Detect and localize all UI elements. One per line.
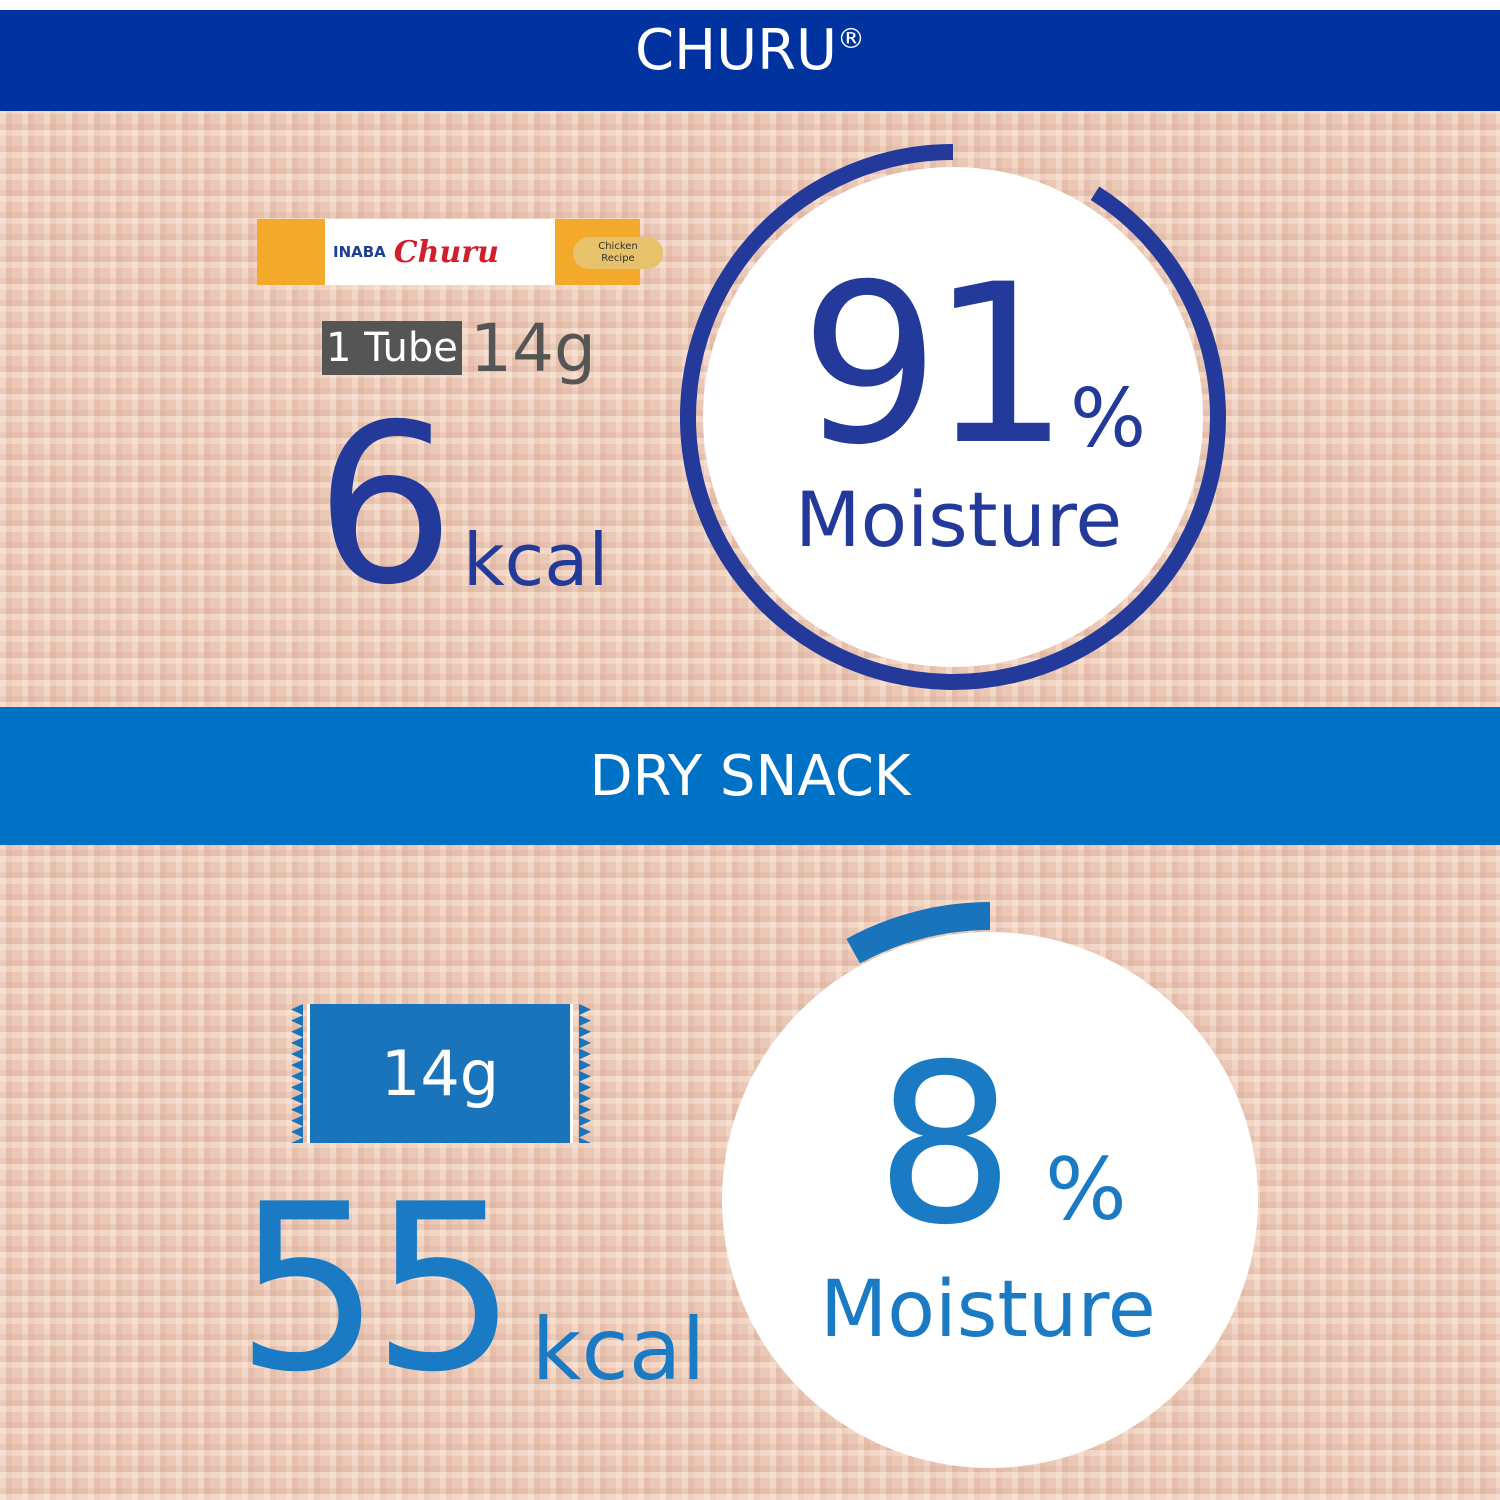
dry-snack-header-band: DRY SNACK — [0, 707, 1500, 845]
top-border — [0, 0, 1500, 10]
churu-calories: 6 kcal — [315, 377, 609, 633]
churu-logo: Churu — [393, 234, 499, 270]
dry-moisture-circle — [722, 932, 1258, 1468]
flavor-badge: Chicken Recipe — [573, 237, 663, 269]
dry-snack-calories-unit: kcal — [531, 1300, 706, 1400]
churu-weight: 14g — [470, 310, 596, 387]
churu-moisture-value: 91 — [800, 237, 1070, 493]
dry-snack-moisture-label: Moisture — [820, 1265, 1156, 1355]
churu-moisture-circle — [703, 167, 1203, 667]
churu-header-band: CHURU ® — [0, 10, 1500, 111]
dry-snack-moisture: 8 % — [875, 1017, 1127, 1273]
inaba-logo: INABA — [333, 243, 386, 261]
dry-snack-calories-value: 55 — [235, 1156, 518, 1423]
serving-label: 1 Tube — [322, 321, 462, 375]
churu-moisture-label: Moisture — [795, 475, 1123, 564]
dry-snack-package-icon: 14g — [287, 1004, 595, 1143]
churu-calories-unit: kcal — [462, 518, 609, 602]
churu-title: CHURU — [634, 18, 838, 83]
dry-snack-calories: 55 kcal — [235, 1156, 706, 1423]
churu-moisture-arc — [680, 144, 1226, 690]
dry-snack-moisture-value: 8 — [875, 1017, 1015, 1273]
dry-snack-title: DRY SNACK — [589, 743, 911, 809]
churu-moisture-unit: % — [1069, 372, 1146, 465]
churu-calories-value: 6 — [315, 377, 455, 633]
dry-moisture-arc — [846, 902, 991, 964]
registered-mark: ® — [837, 22, 866, 55]
dry-snack-moisture-unit: % — [1044, 1140, 1127, 1240]
churu-moisture: 91 % — [800, 237, 1146, 493]
dry-snack-weight: 14g — [380, 1037, 500, 1110]
churu-product-image: INABA Churu Chicken Recipe — [257, 219, 663, 285]
